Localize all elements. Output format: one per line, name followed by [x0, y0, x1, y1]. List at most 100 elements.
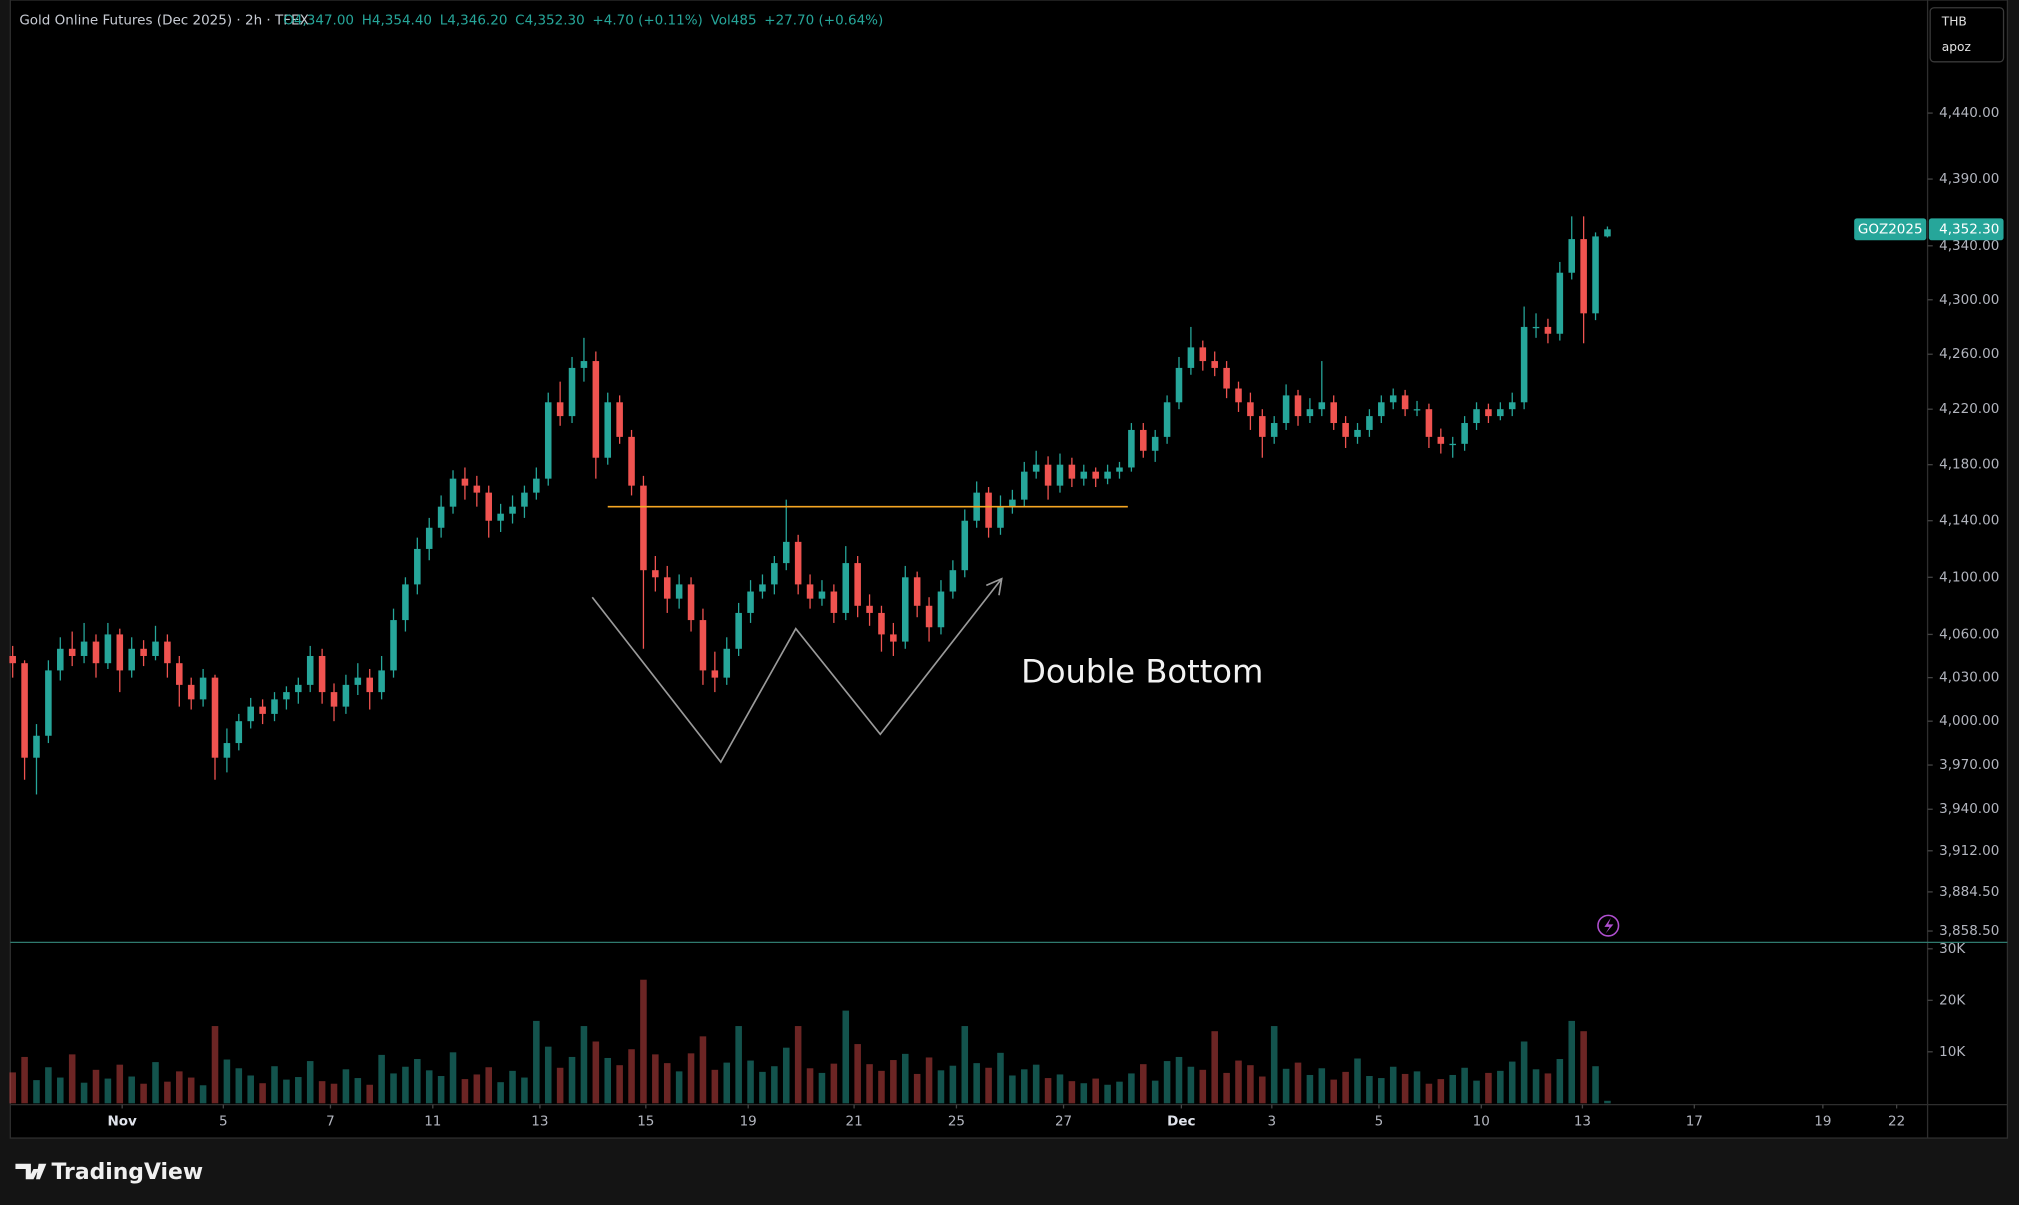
candle-body [1592, 236, 1599, 314]
volume-bar [1389, 1066, 1397, 1104]
volume-bar [402, 1066, 409, 1104]
volume-bar [21, 1056, 28, 1104]
candle-body [57, 648, 64, 671]
volume-bar [556, 1067, 564, 1104]
volume-bar [1235, 1060, 1242, 1104]
candle-body [1401, 395, 1409, 410]
volume-bar [140, 1083, 147, 1104]
candle-body [949, 570, 957, 592]
volume-bar [687, 1053, 695, 1104]
candle-body [1247, 402, 1254, 417]
x-tick-label: 10 [1473, 1113, 1490, 1129]
candle-body [33, 735, 40, 758]
candle-body [199, 677, 207, 700]
alert-icon[interactable] [1597, 914, 1620, 937]
volume-bar [794, 1026, 802, 1104]
y-tick-label: 4,000.00 [1939, 713, 1999, 729]
candle-body [544, 402, 552, 479]
volume-bar [1092, 1078, 1099, 1104]
candle-body [1044, 464, 1052, 486]
y-tick-label: 4,390.00 [1939, 171, 1999, 187]
candle-body [1270, 423, 1278, 437]
candle-body [1306, 409, 1314, 417]
price-tag: 4,352.30 [1939, 221, 1999, 237]
candle-body [1021, 471, 1028, 500]
volume-bar [1044, 1078, 1052, 1104]
candle-body [414, 548, 421, 585]
volume-bar [318, 1081, 326, 1104]
candle-body [1211, 361, 1218, 368]
x-tick-label: 7 [326, 1113, 335, 1129]
volume-bar [68, 1054, 76, 1104]
candle-body [699, 620, 707, 671]
volume-bar [628, 1049, 635, 1104]
volume-bar [1211, 1031, 1218, 1104]
candle-body [176, 663, 183, 685]
candle-body [675, 584, 683, 599]
volume-bar [354, 1078, 362, 1104]
candle-body [449, 478, 457, 507]
y-tick-label: 4,060.00 [1939, 626, 1999, 642]
y-tick-label: 4,440.00 [1939, 105, 1999, 121]
volume-bar [473, 1074, 481, 1104]
candle-body [140, 648, 147, 656]
candle-body [842, 563, 850, 613]
candle-body [1520, 326, 1528, 403]
volume-tick-label: 20K [1939, 992, 1966, 1008]
candle-body [80, 641, 88, 656]
volume-bar [1354, 1058, 1361, 1104]
volume-bar [116, 1064, 124, 1104]
symbol-tag-bg [1854, 218, 1927, 241]
x-tick-label: 19 [740, 1113, 757, 1129]
candle-body [735, 612, 742, 649]
candle-body [235, 721, 243, 744]
ohlc-legend: O4,347.00 H4,354.40 L4,346.20 C4,352.30 +4.7… [283, 13, 883, 29]
candle-body [1187, 347, 1195, 368]
volume-bar [247, 1075, 254, 1104]
volume-bar [176, 1071, 183, 1104]
volume-bar [235, 1068, 243, 1104]
volume-bar [616, 1065, 623, 1104]
volume-tick-label: 10K [1939, 1044, 1966, 1060]
brand: TradingView [52, 1160, 204, 1185]
volume-bar [390, 1073, 397, 1104]
candle-body [901, 577, 909, 642]
candle-body [913, 577, 921, 606]
volume-bar [1425, 1083, 1433, 1104]
currency-box[interactable] [1929, 7, 2005, 63]
candle-body [854, 563, 861, 606]
volume-bar [9, 1072, 16, 1104]
ohlc-value: H4,354.40 [362, 13, 432, 29]
price-tag-bg [1928, 218, 2004, 241]
pattern-arrowhead [985, 577, 1003, 596]
volume-bar [1080, 1083, 1088, 1104]
candle-body [295, 684, 302, 693]
volume-bar [259, 1083, 266, 1104]
volume-bar [985, 1067, 992, 1104]
volume-bar [152, 1062, 159, 1104]
volume-bar [1449, 1074, 1456, 1104]
candle-body [45, 670, 52, 736]
volume-bar [1497, 1070, 1504, 1104]
candle-body [568, 367, 576, 417]
volume-bar [199, 1085, 207, 1104]
candle-body [1199, 347, 1207, 362]
y-tick-label: 4,300.00 [1939, 292, 1999, 308]
candle-body [1461, 423, 1468, 444]
volume-bar [223, 1059, 231, 1104]
volume-bar [1068, 1081, 1076, 1104]
alert-bolt [1604, 917, 1614, 934]
candle-body [1068, 464, 1076, 479]
x-tick-label: 21 [845, 1113, 862, 1129]
volume-bar [211, 1026, 219, 1104]
candle-body [1497, 409, 1504, 417]
candle-body [1318, 402, 1326, 410]
volume-bar [521, 1077, 528, 1104]
candle-body [211, 677, 219, 758]
candle-body [580, 361, 588, 368]
volume-bar [1151, 1080, 1159, 1104]
volume-change: +27.70 (+0.64%) [764, 13, 883, 29]
candle-body [116, 634, 124, 671]
volume-bar [1592, 1066, 1599, 1104]
volume-bar [80, 1082, 88, 1104]
